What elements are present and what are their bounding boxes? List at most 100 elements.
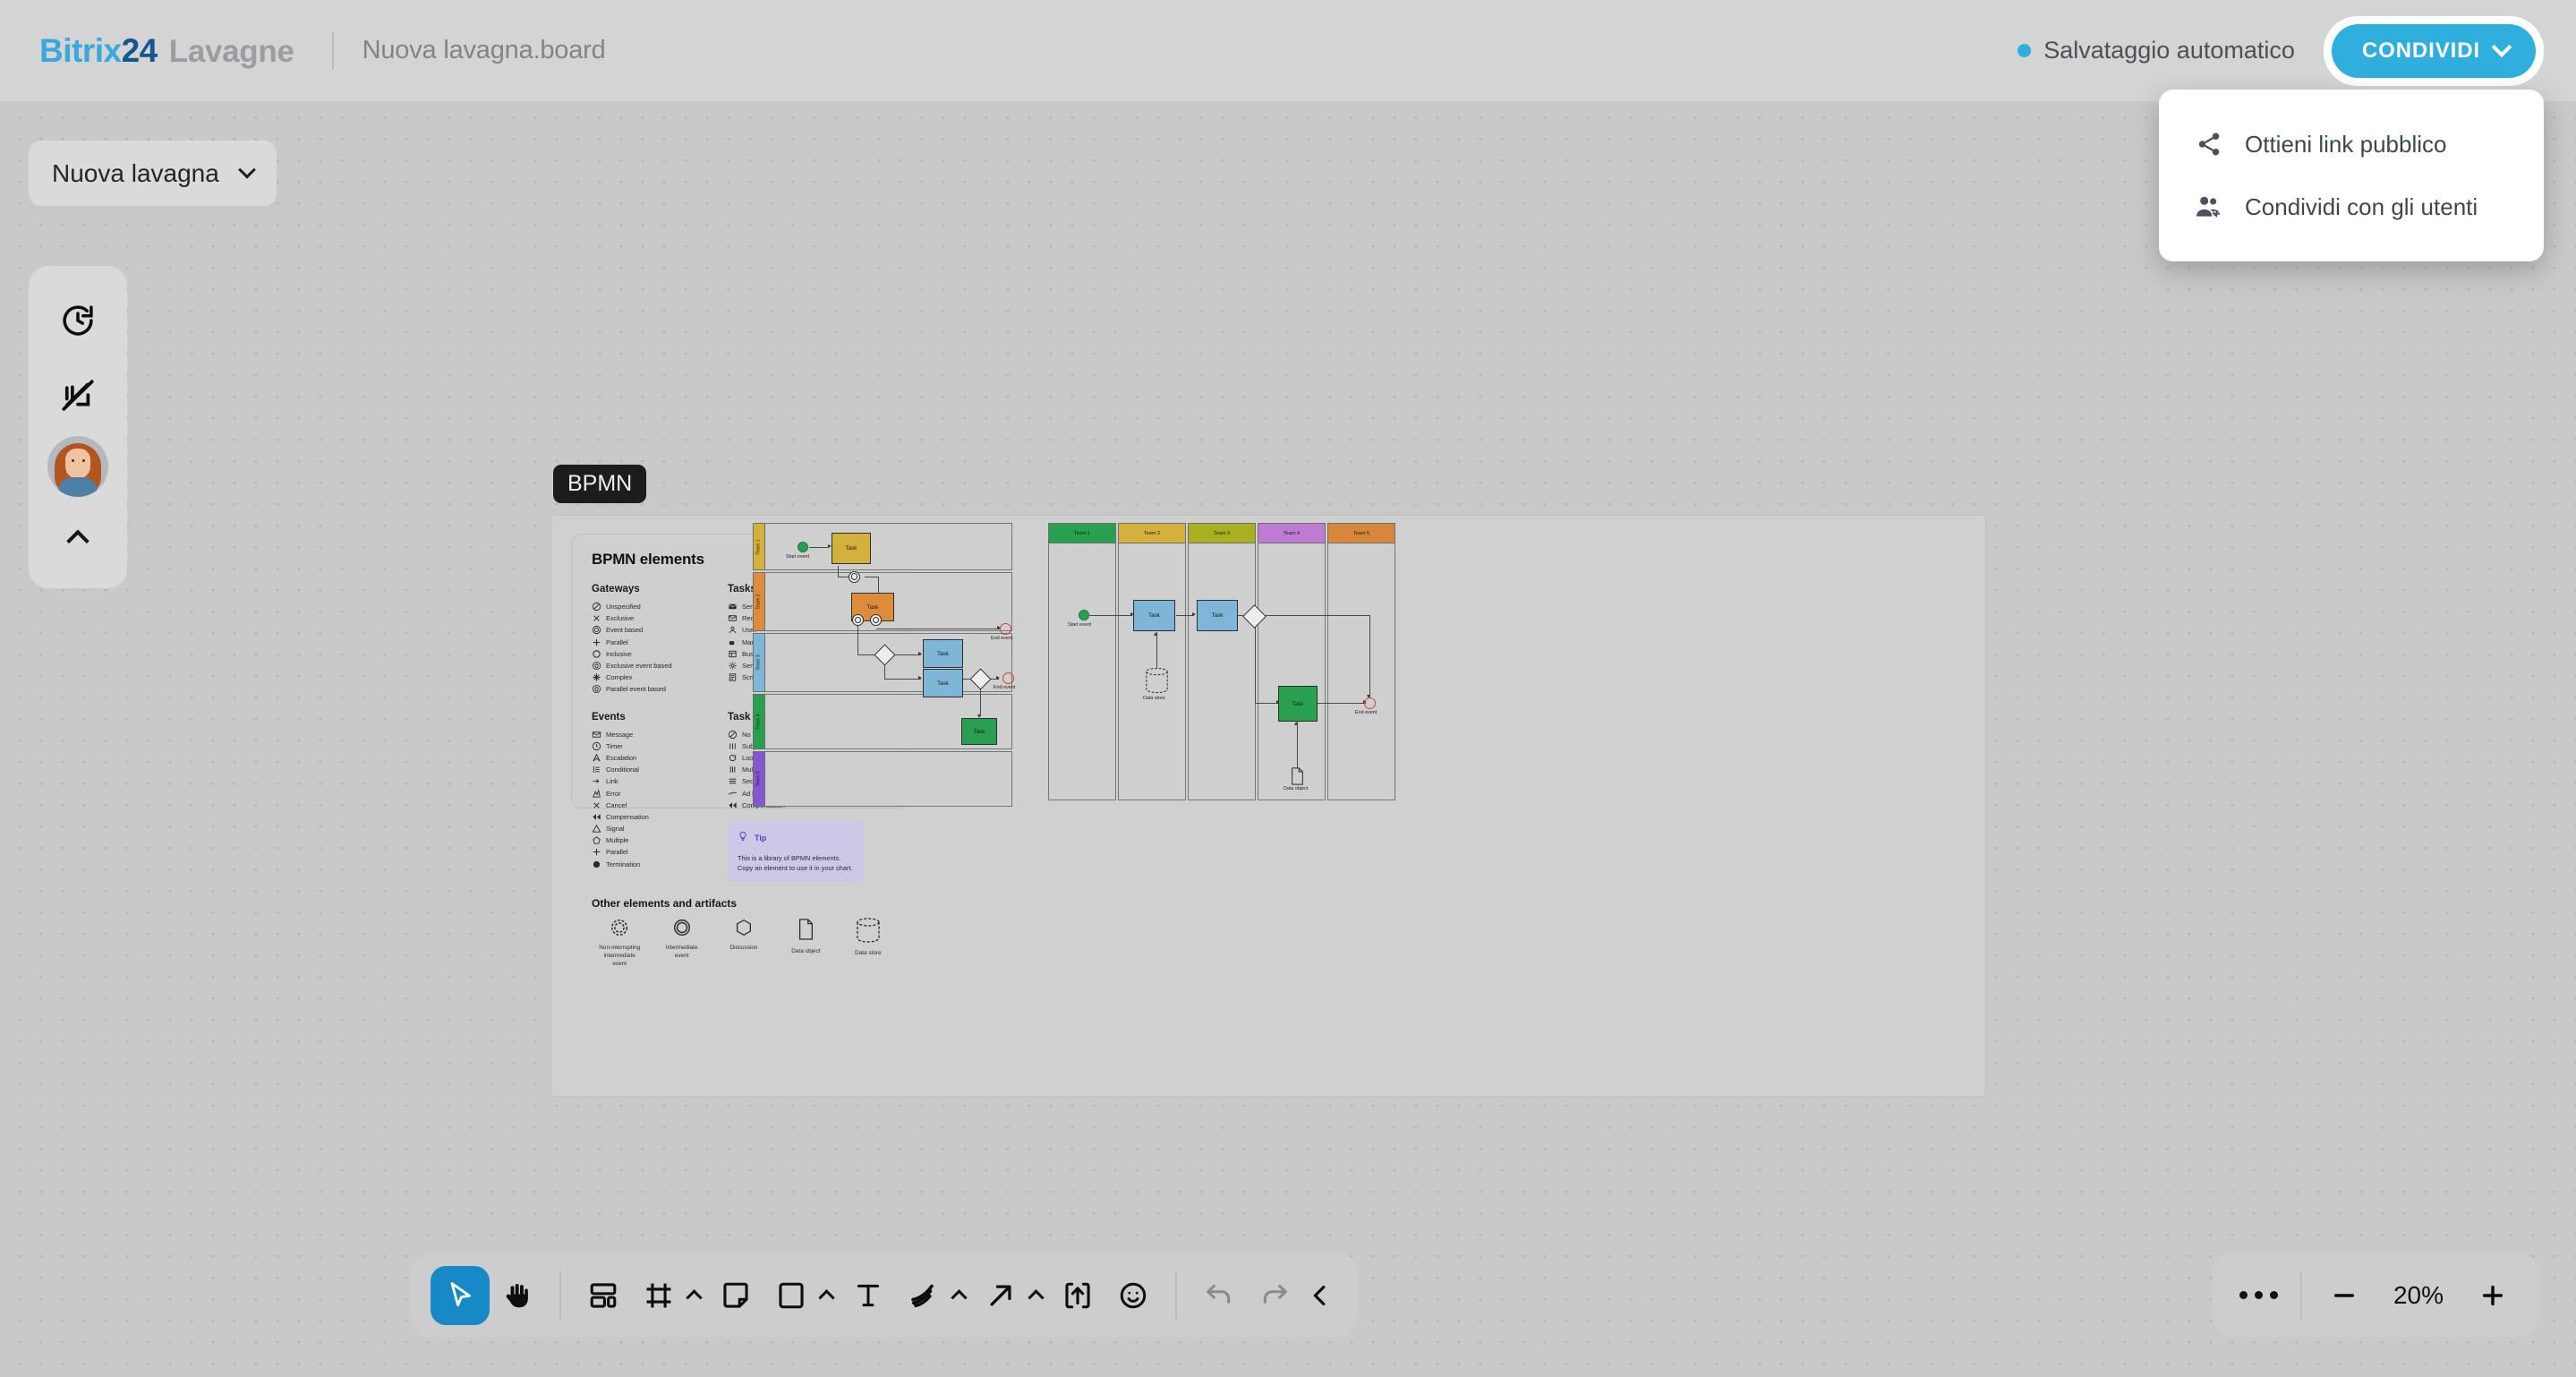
legend-item[interactable]: Timer xyxy=(592,740,728,752)
legend-item[interactable]: Complex xyxy=(592,671,728,683)
frame-title-badge[interactable]: BPMN xyxy=(553,465,647,503)
swimlane-column[interactable]: Team 1 xyxy=(1048,523,1116,800)
legend-item[interactable]: Send xyxy=(728,601,864,612)
bitrix24-logo[interactable]: Bitrix 24 Lavagne xyxy=(39,32,294,70)
legend-item[interactable]: Multiple xyxy=(592,834,728,846)
data-object-icon[interactable] xyxy=(1291,767,1304,785)
connector-tool-caret[interactable] xyxy=(1025,1275,1046,1316)
swimlane-header[interactable]: Team 2 xyxy=(1118,523,1186,543)
select-tool-button[interactable] xyxy=(431,1265,490,1325)
other-element-data-store[interactable]: Data store xyxy=(848,918,889,968)
legend-item[interactable]: Error xyxy=(592,787,728,799)
collapse-toolbar-button[interactable] xyxy=(1302,1268,1338,1323)
swimlane-header[interactable]: Team 1 xyxy=(753,523,765,570)
upload-tool-button[interactable] xyxy=(1050,1268,1105,1323)
task-node[interactable]: Task xyxy=(923,669,963,697)
shape-tool-caret[interactable] xyxy=(815,1275,837,1316)
start-event-node[interactable] xyxy=(1079,610,1089,620)
swimlane-body[interactable] xyxy=(765,633,1012,692)
task-node[interactable]: Task xyxy=(1133,600,1175,631)
start-event-node[interactable] xyxy=(798,542,808,552)
bpmn-frame[interactable]: BPMN elements Gateways Unspecified Exclu… xyxy=(550,515,1986,1097)
swimlane-body[interactable] xyxy=(1258,543,1326,800)
emoji-tool-button[interactable] xyxy=(1105,1268,1161,1323)
vertical-swimlane-pool[interactable]: Team 1 Team 2 Team 3 Team 4 Team 5 xyxy=(1048,523,1402,800)
data-store-icon[interactable] xyxy=(1145,667,1169,694)
swimlane-header[interactable]: Team 3 xyxy=(753,633,765,692)
swimlane-row[interactable]: Team 1 xyxy=(753,523,1012,570)
task-node[interactable]: Task xyxy=(923,639,963,668)
swimlane-body[interactable] xyxy=(1188,543,1256,800)
sticky-note-tool-button[interactable] xyxy=(708,1268,763,1323)
legend-item[interactable]: Exclusive event based xyxy=(592,660,728,671)
legend-item[interactable]: Parallel xyxy=(592,846,728,858)
legend-item[interactable]: Escalation xyxy=(592,752,728,764)
task-node[interactable]: Task xyxy=(961,718,997,745)
legend-item[interactable]: Script xyxy=(728,671,864,683)
swimlane-row[interactable]: Team 3 xyxy=(753,633,1012,692)
swimlane-column[interactable]: Team 2 xyxy=(1118,523,1186,800)
task-node[interactable]: Task xyxy=(1197,600,1238,631)
swimlane-row[interactable]: Team 5 xyxy=(753,751,1012,807)
legend-item[interactable]: Parallel event based xyxy=(592,683,728,695)
intermediate-event-node[interactable] xyxy=(852,614,864,626)
legend-item[interactable]: Link xyxy=(592,775,728,787)
undo-button[interactable] xyxy=(1191,1268,1247,1323)
swimlane-body[interactable] xyxy=(1327,543,1395,800)
swimlane-body[interactable] xyxy=(765,751,1012,807)
legend-item[interactable]: Parallel xyxy=(592,637,728,648)
legend-item[interactable]: Conditional xyxy=(592,764,728,775)
intermediate-event-node[interactable] xyxy=(870,614,882,626)
collapse-rail-button[interactable] xyxy=(40,502,115,572)
frame-tool-button[interactable] xyxy=(631,1268,687,1323)
zoom-level-label[interactable]: 20% xyxy=(2393,1280,2444,1309)
legend-item[interactable]: Unspecified xyxy=(592,601,728,612)
task-node[interactable]: Task xyxy=(832,533,871,564)
menu-item-public-link[interactable]: Ottieni link pubblico xyxy=(2159,113,2544,175)
other-element-discussion[interactable]: Discussion xyxy=(723,918,764,968)
swimlane-header[interactable]: Team 1 xyxy=(1048,523,1116,543)
swimlane-header[interactable]: Team 2 xyxy=(753,572,765,631)
other-element-intermediate[interactable]: Intermediate event xyxy=(661,918,702,968)
swimlane-header[interactable]: Team 4 xyxy=(753,694,765,749)
hand-tool-button[interactable] xyxy=(490,1268,545,1323)
connector-tool-button[interactable] xyxy=(973,1268,1028,1323)
frame-tool-caret[interactable] xyxy=(683,1275,704,1316)
board-canvas[interactable]: BPMN BPMN elements Gateways Unspecified … xyxy=(0,101,2576,1377)
other-element-data-object[interactable]: Data object xyxy=(785,918,826,968)
legend-item[interactable]: Exclusive xyxy=(592,612,728,624)
legend-item[interactable]: Inclusive xyxy=(592,648,728,660)
legend-item[interactable]: Termination xyxy=(592,859,728,870)
board-options-button[interactable] xyxy=(2231,1268,2286,1323)
board-selector-dropdown[interactable]: Nuova lavagna xyxy=(29,141,277,206)
swimlane-header[interactable]: Team 4 xyxy=(1258,523,1326,543)
other-element-non-interrupting[interactable]: Non-interrupting intermediate event xyxy=(599,918,640,968)
share-dropdown-menu[interactable]: Ottieni link pubblico Condividi con gli … xyxy=(2159,90,2544,261)
menu-item-share-with-users[interactable]: Condividi con gli utenti xyxy=(2159,175,2544,238)
horizontal-swimlane-pool[interactable]: Team 1 Team 2 Team 3 Team 4 Team 5 xyxy=(753,523,1015,827)
swimlane-column[interactable]: Team 3 xyxy=(1188,523,1256,800)
legend-item[interactable]: Cancel xyxy=(592,800,728,811)
legend-item[interactable]: Event based xyxy=(592,624,728,636)
history-button[interactable] xyxy=(40,286,115,355)
share-button[interactable]: CONDIVIDI xyxy=(2331,23,2536,78)
swimlane-body[interactable] xyxy=(1118,543,1186,800)
swimlane-header[interactable]: Team 3 xyxy=(1188,523,1256,543)
legend-item[interactable]: Ad hoc xyxy=(728,787,864,799)
redo-button[interactable] xyxy=(1247,1268,1302,1323)
end-event-node[interactable] xyxy=(1000,623,1011,635)
legend-item[interactable]: User xyxy=(728,624,864,636)
legend-item[interactable]: Compensation xyxy=(592,811,728,823)
swimlane-header[interactable]: Team 5 xyxy=(753,751,765,807)
pen-tool-button[interactable] xyxy=(896,1268,951,1323)
zoom-out-button[interactable] xyxy=(2316,1268,2372,1323)
swimlane-column[interactable]: Team 5 xyxy=(1327,523,1395,800)
legend-item[interactable]: Message xyxy=(592,729,728,740)
board-filename[interactable]: Nuova lavagna.board xyxy=(362,36,606,64)
end-event-node[interactable] xyxy=(1002,672,1014,684)
legend-item[interactable]: Signal xyxy=(592,823,728,834)
legend-item[interactable]: Loop xyxy=(728,752,864,764)
templates-tool-button[interactable] xyxy=(576,1268,631,1323)
hide-connections-button[interactable] xyxy=(40,361,115,431)
swimlane-column[interactable]: Team 4 xyxy=(1258,523,1326,800)
